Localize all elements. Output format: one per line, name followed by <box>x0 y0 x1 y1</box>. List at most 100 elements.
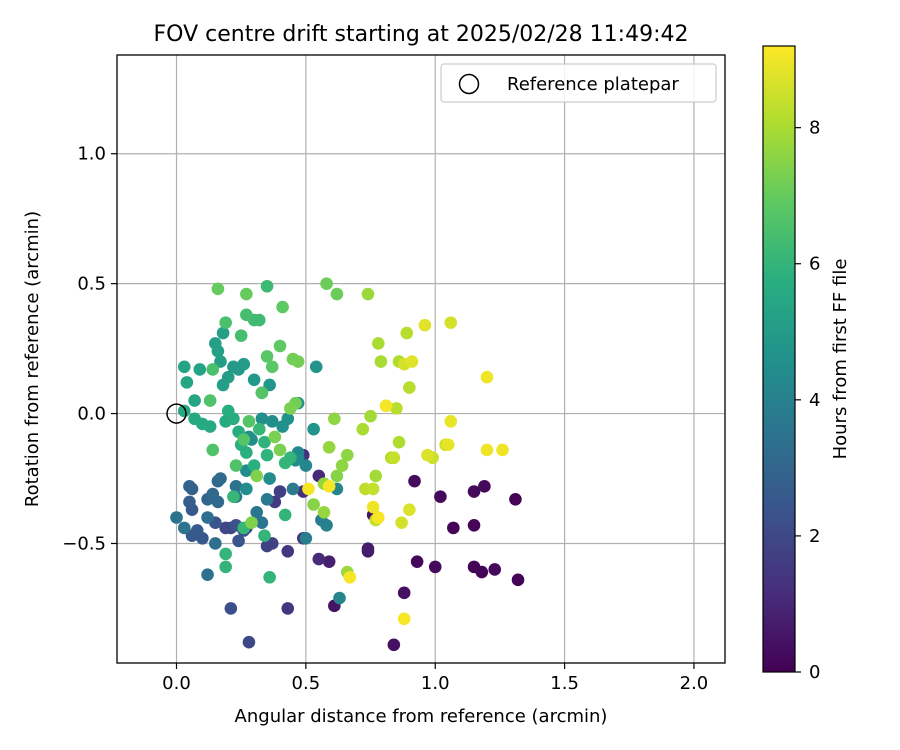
colorbar-gradient <box>762 45 796 673</box>
scatter-point <box>247 373 261 387</box>
scatter-point <box>340 448 354 462</box>
colorbar: 0 2 4 6 8 Hours from first FF file <box>762 45 851 683</box>
scatter-point <box>232 534 245 548</box>
scatter-point <box>216 326 230 340</box>
scatter-point <box>268 430 282 444</box>
scatter-point <box>183 480 196 493</box>
scatter-point <box>320 518 333 532</box>
scatter-point <box>410 555 424 568</box>
scatter-point <box>281 544 295 558</box>
scatter-point <box>227 490 240 504</box>
scatter-point <box>478 480 491 493</box>
scatter-point <box>252 422 266 436</box>
scatter-point <box>390 402 403 415</box>
scatter-point <box>403 381 416 394</box>
scatter-point <box>361 542 375 555</box>
scatter-point <box>227 412 240 426</box>
scatter-point <box>242 415 256 428</box>
scatter-point <box>480 370 494 384</box>
scatter-point <box>229 480 243 493</box>
x-axis-ticks: 0.0 0.5 1.0 1.5 2.0 <box>162 663 708 694</box>
legend: Reference platepar <box>440 63 717 103</box>
scatter-point <box>343 570 357 584</box>
scatter-point <box>263 570 276 584</box>
scatter-point <box>330 287 344 301</box>
scatter-point <box>361 287 375 301</box>
x-tick-label: 1.5 <box>550 673 579 694</box>
scatter-point <box>291 355 305 368</box>
chart-title: FOV centre drift starting at 2025/02/28 … <box>154 22 689 47</box>
legend-label: Reference platepar <box>507 74 679 95</box>
scatter-point <box>237 433 251 446</box>
scatter-point <box>405 355 419 368</box>
scatter-point <box>193 363 207 376</box>
scatter-point <box>281 412 295 426</box>
scatter-point <box>312 552 326 566</box>
x-tick-label: 1.0 <box>421 673 450 694</box>
scatter-point <box>387 451 401 465</box>
scatter-point <box>216 378 230 392</box>
scatter-point <box>302 482 315 496</box>
scatter-point <box>480 443 494 457</box>
scatter-point <box>206 363 220 376</box>
scatter-point <box>214 355 227 368</box>
scatter-point <box>467 485 481 498</box>
scatter-point <box>372 337 385 350</box>
colorbar-tick-label: 4 <box>809 390 820 411</box>
scatter-point <box>320 277 333 290</box>
scatter-point <box>211 495 225 509</box>
scatter-point <box>188 394 201 407</box>
scatter-point <box>273 443 287 457</box>
scatter-point <box>284 402 297 415</box>
scatter-point <box>333 591 346 605</box>
scatter-point <box>214 472 227 485</box>
scatter-point <box>263 472 276 485</box>
scatter-point <box>299 459 313 472</box>
scatter-point <box>392 435 406 449</box>
scatter-point <box>265 537 279 550</box>
scatter-point <box>219 547 232 561</box>
scatter-point <box>395 516 408 529</box>
y-tick-label: −0.5 <box>62 533 106 554</box>
y-tick-label: 0.0 <box>77 404 106 425</box>
scatter-point <box>177 404 191 418</box>
scatter-point <box>387 638 401 652</box>
scatter-point <box>328 412 341 426</box>
y-tick-label: 0.5 <box>77 274 106 295</box>
scatter-point <box>190 524 204 537</box>
scatter-point <box>418 318 432 332</box>
scatter-point <box>258 529 271 542</box>
scatter-point <box>240 446 253 459</box>
colorbar-ticks: 0 2 4 6 8 <box>795 118 820 683</box>
scatter-point <box>299 531 313 545</box>
scatter-point <box>219 560 232 574</box>
scatter-point <box>467 518 481 532</box>
scatter-point <box>255 386 269 400</box>
scatter-point <box>281 602 295 615</box>
scatter-point <box>273 339 287 353</box>
y-tick-label: 1.0 <box>77 144 106 165</box>
scatter-point <box>219 316 232 329</box>
scatter-point <box>330 469 344 483</box>
scatter-point <box>201 511 214 524</box>
scatter-point <box>229 459 243 472</box>
scatter-point <box>247 459 261 472</box>
scatter-point <box>203 420 217 433</box>
legend-reference-marker <box>458 73 480 95</box>
scatter-point <box>240 308 253 322</box>
legend-box <box>440 63 717 103</box>
scatter-point <box>307 498 320 511</box>
scatter-point <box>211 344 225 358</box>
scatter-point <box>379 399 393 413</box>
scatter-point <box>211 282 225 296</box>
scatter-point <box>255 412 269 426</box>
colorbar-label: Hours from first FF file <box>830 259 851 460</box>
scatter-point <box>511 573 525 587</box>
y-axis-label: Rotation from reference (arcmin) <box>22 211 43 507</box>
scatter-point <box>260 493 274 506</box>
scatter-point <box>444 316 458 329</box>
scatter-point <box>265 360 279 374</box>
scatter-point <box>509 493 522 506</box>
scatter-point <box>224 602 238 615</box>
